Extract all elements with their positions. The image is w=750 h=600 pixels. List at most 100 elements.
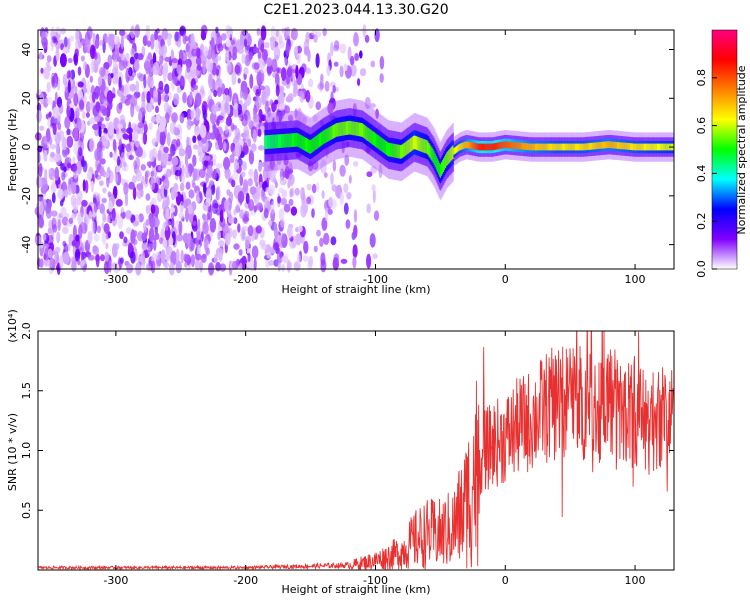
spectrogram-noise-cell (256, 71, 263, 85)
spectrogram-ridge-cell (457, 144, 460, 152)
spectrogram-noise-cell (359, 68, 367, 77)
spectrogram-noise-cell (161, 92, 169, 102)
spectrogram-noise-cell (326, 65, 331, 77)
spectrogram-ridge-cell (626, 142, 629, 150)
spectrogram-noise-cell (343, 183, 349, 194)
spectrogram-noise-cell (237, 190, 245, 204)
spectrogram-noise-cell (321, 190, 325, 199)
spectrogram-noise-cell (130, 25, 136, 39)
spectrogram-noise-cell (319, 77, 324, 90)
spectrogram-ridge-cell (495, 143, 497, 150)
spectrogram-noise-cell (170, 165, 176, 176)
spectrogram-noise-cell (126, 127, 133, 134)
snr-y-axis-label: SNR (10 * v/v) (6, 413, 19, 491)
spectrogram-ridge-cell (547, 143, 550, 151)
spectrogram-ridge-cell (597, 142, 600, 149)
spectrogram-noise-cell (180, 172, 185, 185)
spectrogram-noise-cell (279, 103, 285, 111)
spectrogram-noise-cell (233, 102, 239, 110)
spectrogram-ridge-cell (531, 143, 533, 151)
spectrogram-noise-cell (330, 91, 334, 101)
spectrogram-ridge-cell (605, 141, 607, 149)
spectrogram-ridge-cell (559, 143, 561, 151)
spectrogram-ridge-cell (342, 121, 344, 136)
spectrogram-noise-cell (252, 113, 260, 123)
x-tick-label: 0 (502, 273, 509, 286)
spectrogram-ridge-cell (579, 143, 581, 151)
spectrogram-ridge-cell (314, 136, 316, 151)
spectrogram-noise-cell (51, 217, 57, 230)
spectrogram-noise-cell (362, 24, 367, 38)
spectrogram-ridge-cell (326, 128, 329, 142)
spectrogram-ridge-cell (554, 143, 556, 151)
spectrogram-noise-cell (281, 233, 288, 248)
spectrogram-noise-cell (77, 42, 83, 49)
spectrogram-noise-cell (115, 199, 123, 207)
spectrogram-noise-cell (290, 187, 295, 197)
spectrogram-ridge-cell (368, 128, 370, 142)
spectrogram-ridge-cell (319, 133, 322, 147)
spectrogram-noise-cell (79, 99, 85, 110)
spectrogram-ridge-cell (616, 142, 618, 149)
spectrogram-noise-cell (73, 92, 79, 107)
spectrogram-noise-cell (218, 140, 223, 151)
spectrogram-ridge-cell (428, 143, 431, 157)
spectrogram-noise-cell (280, 218, 285, 228)
spectrogram-ridge-cell (295, 133, 298, 147)
spectrogram-noise-cell (151, 137, 158, 147)
spectrogram-noise-cell (316, 182, 320, 192)
spectrogram-ridge-cell (552, 143, 554, 151)
spectrogram-ridge-cell (456, 145, 459, 153)
spectrogram-noise-cell (234, 64, 241, 75)
y-tick-label: 1.0 (20, 442, 33, 460)
spectrogram-noise-cell (220, 33, 227, 41)
spectrogram-ridge-cell (343, 121, 345, 136)
spectrogram-noise-cell (188, 213, 194, 223)
spectrogram-noise-cell (339, 43, 347, 54)
spectrogram-ridge-cell (409, 138, 412, 152)
spectrogram-ridge-cell (590, 142, 593, 150)
spectrogram-noise-cell (203, 182, 207, 194)
spectrogram-ridge-cell (536, 143, 539, 151)
spectrogram-noise-cell (294, 45, 299, 54)
spectrogram-ridge-cell (572, 143, 575, 151)
spectrogram-ridge-cell (280, 134, 282, 148)
spectrogram-noise-cell (81, 199, 88, 207)
spectrogram-noise-cell (143, 60, 151, 71)
spectrogram-ridge-cell (480, 143, 482, 151)
spectrogram-noise-cell (345, 219, 351, 229)
spectrogram-ridge-cell (349, 120, 352, 135)
spectrogram-noise-cell (125, 143, 132, 152)
spectrogram-noise-cell (66, 162, 72, 169)
spectrogram-noise-cell (180, 249, 184, 264)
x-tick-label: -200 (233, 574, 258, 587)
spectrogram-noise-cell (332, 85, 337, 94)
spectrogram-ridge-cell (323, 130, 326, 144)
spectrogram-noise-cell (311, 208, 315, 219)
spectrogram-ridge-cell (633, 143, 635, 151)
spectrogram-ridge-cell (344, 121, 346, 136)
spectrogram-noise-cell (108, 33, 115, 47)
spectrogram-noise-cell (176, 233, 184, 242)
spectrogram-ridge-cell (271, 134, 274, 149)
spectrogram-noise-layer (34, 24, 385, 276)
spectrogram-noise-cell (101, 197, 107, 204)
spectrogram-ridge-cell (272, 134, 275, 149)
spectrogram-noise-cell (257, 50, 262, 59)
spectrogram-noise-cell (249, 74, 254, 89)
spectrogram-noise-cell (265, 259, 270, 268)
spectrogram-ridge-cell (542, 143, 545, 151)
spectrogram-ridge-cell (652, 143, 655, 151)
spectrogram-noise-cell (136, 183, 143, 191)
spectrogram-noise-cell (63, 189, 68, 197)
spectrogram-noise-cell (186, 63, 191, 73)
spectrogram-noise-cell (167, 36, 172, 47)
spectrogram-noise-cell (42, 233, 47, 241)
spectrogram-noise-cell (290, 206, 298, 216)
spectrogram-noise-cell (39, 258, 44, 268)
spectrogram-ridge-cell (611, 141, 613, 149)
spectrogram-noise-cell (294, 89, 300, 97)
spectrogram-ridge-cell (347, 121, 350, 135)
spectrogram-noise-cell (224, 199, 229, 212)
spectrogram-noise-cell (48, 111, 52, 118)
